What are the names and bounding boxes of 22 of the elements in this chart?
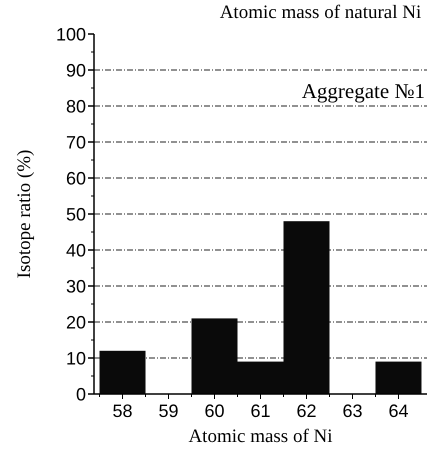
x-tick-label: 60 xyxy=(204,401,225,421)
x-tick-label: 58 xyxy=(112,401,133,421)
x-tick-label: 61 xyxy=(250,401,271,421)
y-tick-label: 40 xyxy=(66,240,86,260)
x-axis-title: Atomic mass of Ni xyxy=(188,426,333,447)
x-tick-label: 64 xyxy=(388,401,408,421)
y-tick-label: 60 xyxy=(66,168,86,188)
y-tick-label: 70 xyxy=(66,132,86,152)
y-tick-label: 0 xyxy=(76,384,86,404)
y-tick-label: 90 xyxy=(66,60,86,80)
y-tick-label: 50 xyxy=(66,204,86,224)
chart-title: Atomic mass of natural Ni xyxy=(220,2,422,23)
y-tick-label: 100 xyxy=(56,24,86,44)
y-tick-label: 80 xyxy=(66,96,86,116)
annotation: Aggregate №1 xyxy=(302,79,425,103)
x-tick-label: 62 xyxy=(296,401,317,421)
y-tick-label: 20 xyxy=(66,312,86,332)
y-tick-label: 10 xyxy=(66,348,86,368)
y-tick-label: 30 xyxy=(66,276,86,296)
x-tick-label: 59 xyxy=(158,401,179,421)
x-tick-label: 63 xyxy=(342,401,363,421)
y-axis-title: Isotope ratio (%) xyxy=(14,150,35,278)
